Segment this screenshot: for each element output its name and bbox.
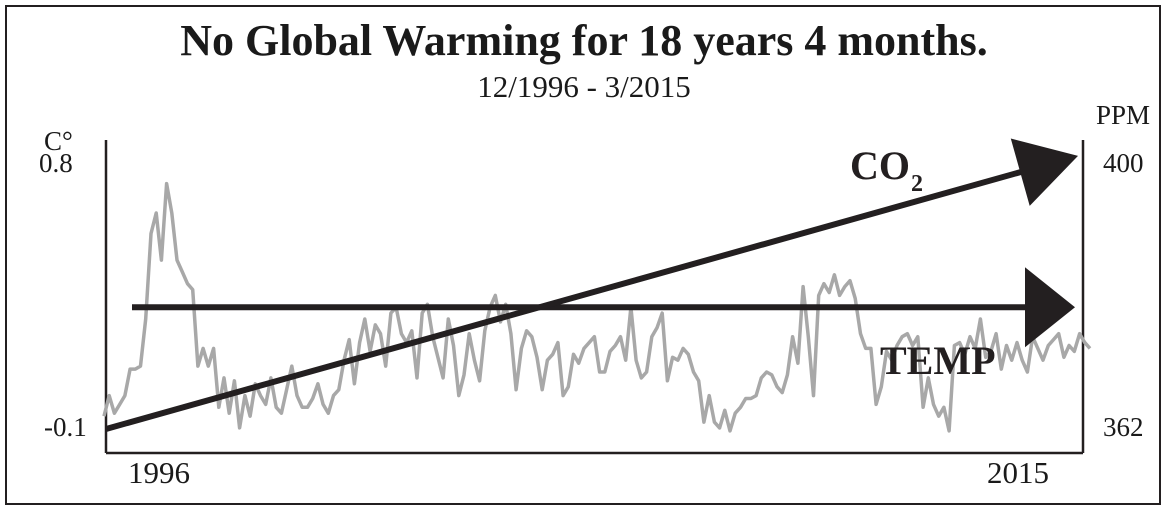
x-tick-end: 2015 <box>987 455 1049 490</box>
right-tick-bottom: 362 <box>1103 412 1144 442</box>
right-axis-unit: PPM <box>1096 100 1151 130</box>
temp-arrow-head <box>1025 267 1075 348</box>
left-tick-bottom: -0.1 <box>44 412 87 442</box>
chart-title: No Global Warming for 18 years 4 months. <box>180 16 988 65</box>
x-tick-start: 1996 <box>128 455 190 490</box>
co2-subscript: 2 <box>911 171 923 197</box>
co2-arrow-head <box>1010 138 1078 206</box>
left-axis-unit: C° <box>44 126 73 156</box>
left-tick-top: 0.8 <box>39 148 73 178</box>
co2-arrow-shaft <box>105 168 1023 432</box>
temperature-series-line <box>102 181 1092 433</box>
chart-subtitle: 12/1996 - 3/2015 <box>477 69 691 104</box>
temp-label: TEMP <box>880 338 996 383</box>
right-tick-top: 400 <box>1103 148 1144 178</box>
co2-label: CO <box>850 143 910 188</box>
